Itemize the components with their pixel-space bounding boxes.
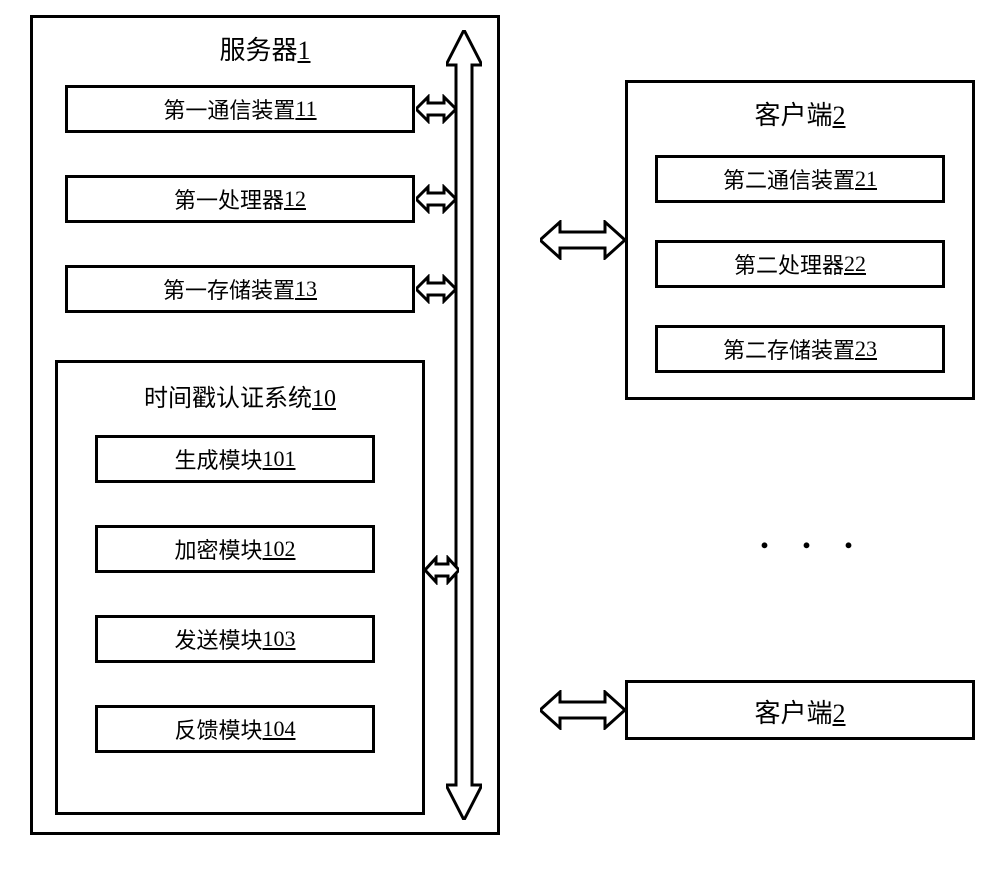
server-title-label: 服务器	[219, 36, 297, 65]
client-title-num: 2	[833, 101, 846, 130]
subsystem-module-send: 发送模块103	[95, 615, 375, 663]
h-arrow-subsystem	[425, 555, 459, 585]
subsystem-title-label: 时间戳认证系统	[144, 386, 312, 412]
module-num: 103	[263, 626, 296, 652]
h-arrow-1	[416, 94, 456, 124]
client-module-processor: 第二处理器22	[655, 240, 945, 288]
subsystem-module-encrypt: 加密模块102	[95, 525, 375, 573]
dots-text: . . .	[760, 516, 865, 556]
client-module-comm: 第二通信装置21	[655, 155, 945, 203]
subsystem-title-num: 10	[312, 386, 336, 412]
module-label: 第一通信装置	[163, 93, 295, 125]
h-arrow-2	[416, 184, 456, 214]
subsystem-module-generate: 生成模块101	[95, 435, 375, 483]
module-num: 104	[263, 716, 296, 742]
module-num: 12	[284, 186, 306, 212]
module-num: 22	[844, 251, 866, 277]
module-label: 第一处理器	[174, 183, 284, 215]
module-label: 发送模块	[174, 623, 262, 655]
server-title-num: 1	[298, 36, 311, 65]
module-label: 反馈模块	[174, 713, 262, 745]
vertical-bus-arrow	[446, 30, 482, 820]
module-num: 102	[263, 536, 296, 562]
server-title: 服务器1	[33, 30, 497, 67]
server-module-storage: 第一存储装置13	[65, 265, 415, 313]
module-label: 第一存储装置	[163, 273, 295, 305]
client-box-2: 客户端2	[625, 680, 975, 740]
module-label: 生成模块	[174, 443, 262, 475]
module-num: 13	[295, 276, 317, 302]
module-label: 第二处理器	[734, 248, 844, 280]
module-label: 第二通信装置	[723, 163, 855, 195]
module-num: 101	[263, 446, 296, 472]
subsystem-module-feedback: 反馈模块104	[95, 705, 375, 753]
module-label: 第二存储装置	[723, 333, 855, 365]
client-1-title: 客户端2	[628, 95, 972, 132]
client-title-num: 2	[833, 699, 846, 728]
client-2-title: 客户端2	[628, 693, 972, 730]
client-module-storage: 第二存储装置23	[655, 325, 945, 373]
server-module-processor: 第一处理器12	[65, 175, 415, 223]
subsystem-title: 时间戳认证系统10	[58, 378, 422, 413]
h-arrow-3	[416, 274, 456, 304]
client-title-label: 客户端	[754, 699, 832, 728]
module-num: 23	[855, 336, 877, 362]
server-module-comm: 第一通信装置11	[65, 85, 415, 133]
ellipsis-dots: . . .	[760, 515, 865, 557]
module-num: 21	[855, 166, 877, 192]
client-title-label: 客户端	[754, 101, 832, 130]
module-label: 加密模块	[174, 533, 262, 565]
module-num: 11	[295, 96, 316, 122]
big-h-arrow-2	[540, 690, 625, 730]
big-h-arrow-1	[540, 220, 625, 260]
